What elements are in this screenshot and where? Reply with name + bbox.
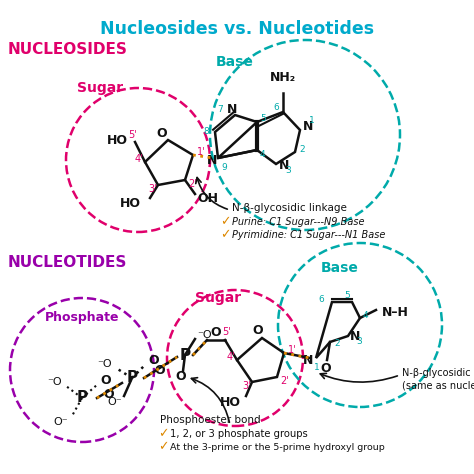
Text: O: O	[157, 127, 167, 139]
Text: HO: HO	[107, 134, 128, 146]
Text: 9: 9	[221, 163, 227, 172]
Text: ⁻O: ⁻O	[47, 377, 62, 387]
Text: 2: 2	[299, 145, 305, 154]
Text: N-β-glycosidic linkage: N-β-glycosidic linkage	[402, 368, 474, 378]
Text: Nucleosides vs. Nucleotides: Nucleosides vs. Nucleotides	[100, 20, 374, 38]
Text: Phosphate: Phosphate	[45, 310, 119, 323]
Text: 7: 7	[217, 104, 223, 113]
Text: OH: OH	[197, 191, 218, 204]
Text: 5': 5'	[223, 327, 231, 337]
Text: N–H: N–H	[382, 306, 409, 319]
Text: NUCLEOTIDES: NUCLEOTIDES	[8, 255, 128, 270]
Text: Sugar: Sugar	[77, 81, 123, 95]
Text: ✓: ✓	[158, 428, 168, 440]
Text: 4: 4	[363, 311, 369, 320]
Text: O: O	[321, 362, 331, 374]
Text: Sugar: Sugar	[195, 291, 241, 305]
Text: 2': 2'	[280, 376, 289, 386]
Text: 6: 6	[273, 102, 279, 111]
Text: 1': 1'	[197, 147, 206, 157]
Text: N: N	[303, 119, 313, 133]
Text: HO: HO	[219, 395, 240, 409]
Text: N: N	[279, 158, 289, 172]
Text: O: O	[253, 325, 264, 337]
Text: O: O	[104, 388, 114, 401]
Text: At the 3-prime or the 5-prime hydroxyl group: At the 3-prime or the 5-prime hydroxyl g…	[170, 443, 385, 452]
Text: ✓: ✓	[158, 440, 168, 454]
Text: 5': 5'	[128, 130, 137, 140]
Text: 4': 4'	[134, 154, 143, 164]
Text: O⁻: O⁻	[108, 397, 122, 407]
Text: P: P	[76, 391, 88, 405]
Text: ✓: ✓	[220, 216, 230, 228]
Text: 1, 2, or 3 phosphate groups: 1, 2, or 3 phosphate groups	[170, 429, 308, 439]
Text: ⁻O: ⁻O	[97, 359, 112, 369]
Text: N: N	[207, 154, 217, 166]
Text: 5: 5	[344, 292, 350, 301]
Text: O: O	[176, 371, 186, 383]
Text: 1: 1	[309, 116, 315, 125]
Text: O⁻: O⁻	[54, 417, 68, 427]
Text: 1: 1	[314, 364, 320, 373]
Text: Phosphoester bond: Phosphoester bond	[160, 415, 260, 425]
Text: 4: 4	[260, 149, 265, 158]
Text: N: N	[227, 102, 237, 116]
Text: O: O	[155, 365, 165, 377]
Text: 3': 3'	[148, 184, 157, 194]
Text: N: N	[350, 330, 360, 344]
Text: 2: 2	[334, 339, 340, 348]
Text: 3': 3'	[242, 381, 251, 391]
Text: O: O	[100, 374, 110, 386]
Text: 3: 3	[356, 337, 362, 346]
Text: ✓: ✓	[220, 228, 230, 241]
Text: (same as nucleosides): (same as nucleosides)	[402, 381, 474, 391]
Text: NUCLEOSIDES: NUCLEOSIDES	[8, 42, 128, 57]
Text: HO: HO	[119, 197, 140, 210]
Text: N: N	[303, 354, 313, 366]
Text: ⁻O: ⁻O	[197, 330, 211, 340]
Text: 5: 5	[260, 113, 266, 122]
Text: 3: 3	[285, 165, 291, 174]
Text: O: O	[148, 354, 159, 366]
Text: P: P	[127, 371, 137, 385]
Text: 4': 4'	[227, 352, 235, 362]
Text: NH₂: NH₂	[270, 71, 296, 84]
Text: 2': 2'	[188, 179, 197, 189]
Text: 6: 6	[318, 294, 324, 303]
Text: N-β-glycosidic linkage: N-β-glycosidic linkage	[232, 203, 347, 213]
Text: Pyrimidine: C1 Sugar---N1 Base: Pyrimidine: C1 Sugar---N1 Base	[232, 230, 385, 240]
Text: Base: Base	[216, 55, 254, 69]
Text: O: O	[210, 326, 221, 338]
Text: Base: Base	[321, 261, 359, 275]
Text: P: P	[180, 347, 191, 363]
Text: 1': 1'	[288, 345, 297, 355]
Text: 8: 8	[203, 127, 209, 136]
Text: Purine: C1 Sugar---N9 Base: Purine: C1 Sugar---N9 Base	[232, 217, 365, 227]
